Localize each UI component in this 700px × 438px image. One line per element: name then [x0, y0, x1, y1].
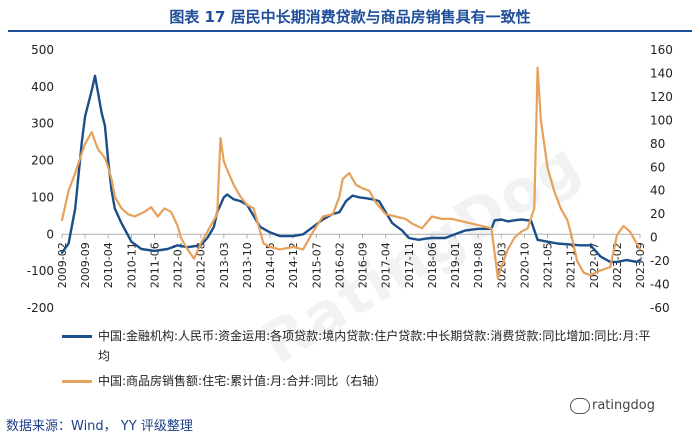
y-left-tick-label: 400: [31, 80, 54, 94]
y-left-tick-label: 200: [31, 154, 54, 168]
y-right-tick-label: -60: [650, 301, 670, 315]
x-tick-label: 2012-01: [172, 242, 185, 288]
y-right-tick-label: 0: [650, 231, 658, 245]
x-tick-label: 2021-12: [565, 242, 578, 288]
x-tick-label: 2016-02: [333, 242, 346, 288]
x-tick-label: 2017-11: [403, 242, 416, 288]
y-right-tick-label: 80: [650, 137, 665, 151]
x-tick-label: 2014-05: [264, 242, 277, 288]
y-left-tick-label: 0: [46, 227, 54, 241]
legend-swatch-series-2: [62, 380, 92, 383]
x-tick-label: 2014-12: [287, 242, 300, 288]
y-right-tick-label: 160: [650, 43, 673, 57]
y-left-tick-label: -200: [27, 301, 54, 315]
x-tick-label: 2016-09: [357, 242, 370, 288]
x-tick-label: 2023-02: [611, 242, 624, 288]
y-right-tick-label: -40: [650, 278, 670, 292]
y-left-tick-label: 300: [31, 117, 54, 131]
y-right-tick-label: -20: [650, 254, 670, 268]
y-right-tick-label: 100: [650, 113, 673, 127]
y-left-tick-label: -100: [27, 264, 54, 278]
y-right-tick-label: 60: [650, 160, 665, 174]
legend-swatch-series-1: [62, 335, 92, 338]
x-tick-label: 2019-01: [449, 242, 462, 288]
y-left-tick-label: 100: [31, 190, 54, 204]
x-tick-label: 2013-03: [218, 242, 231, 288]
y-left-tick-label: 500: [31, 43, 54, 57]
title-underline: [8, 30, 692, 32]
x-tick-label: 2015-07: [310, 242, 323, 288]
ratingdog-watermark: ratingdog: [592, 398, 655, 413]
series-line-2: [60, 66, 642, 280]
data-source: 数据来源：Wind， YY 评级整理: [6, 419, 193, 434]
y-right-tick-label: 140: [650, 66, 673, 80]
legend-label-series-2: 中国:商品房销售额:住宅:累计值:月:合并:同比（右轴）: [98, 374, 387, 388]
x-tick-label: 2023-09: [634, 242, 647, 288]
y-right-tick-label: 120: [650, 90, 673, 104]
x-tick-label: 2011-06: [148, 242, 161, 288]
x-tick-label: 2013-10: [241, 242, 254, 288]
x-tick-label: 2012-08: [195, 242, 208, 288]
y-right-tick-label: 40: [650, 184, 665, 198]
x-tick-label: 2010-04: [102, 242, 115, 288]
y-right-tick-label: 20: [650, 207, 665, 221]
x-tick-label: 2009-02: [56, 242, 69, 288]
legend-label-series-1: 中国:金融机构:人民币:资金运用:各项贷款:境内贷款:住户贷款:中长期贷款:消费…: [98, 329, 651, 363]
x-tick-label: 2009-09: [79, 242, 92, 288]
chart-title: 图表 17 居民中长期消费贷款与商品房销售具有一致性: [169, 8, 531, 26]
x-tick-label: 2010-11: [125, 242, 138, 288]
x-tick-label: 2020-10: [518, 242, 531, 288]
x-tick-label: 2018-06: [426, 242, 439, 288]
x-tick-label: 2021-05: [542, 242, 555, 288]
x-tick-label: 2019-08: [472, 242, 485, 288]
wechat-icon: [570, 398, 590, 414]
x-tick-label: 2017-04: [380, 242, 393, 288]
